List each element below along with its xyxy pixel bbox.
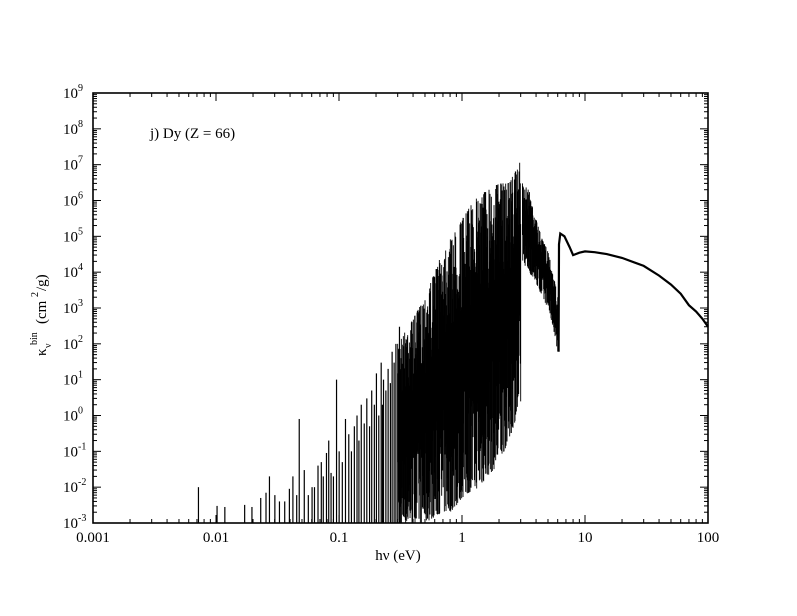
- y-tick-label-exponent: 3: [78, 298, 83, 309]
- y-tick-label: 10: [63, 229, 78, 245]
- data-layer: [197, 162, 709, 523]
- y-tick-label: 10: [63, 373, 78, 389]
- y-axis-superscript: bin: [29, 332, 40, 345]
- y-tick-label: 10: [63, 194, 78, 210]
- y-axis-label: κ ν bin (cm 2 /g): [29, 274, 54, 356]
- chart-annotation: j) Dy (Z = 66): [149, 126, 235, 142]
- y-tick-label-exponent: 6: [78, 191, 83, 202]
- x-tick-label: 0.1: [330, 530, 349, 546]
- y-axis-units-suffix: /g): [34, 274, 50, 291]
- y-tick-label-exponent: 9: [78, 83, 83, 94]
- y-axis-symbol: κ: [34, 348, 50, 356]
- y-tick-label: 10: [63, 301, 78, 317]
- x-tick-label: 10: [578, 530, 593, 546]
- y-tick-label: 10: [63, 158, 78, 174]
- y-tick-label: 10: [63, 409, 78, 425]
- x-tick-label: 0.01: [203, 530, 229, 546]
- y-tick-label-exponent: -3: [78, 513, 86, 524]
- y-tick-label-exponent: -2: [78, 477, 86, 488]
- y-tick-label: 10: [63, 480, 78, 496]
- y-tick-label-exponent: 7: [78, 155, 83, 166]
- y-tick-label: 10: [63, 516, 78, 532]
- x-tick-label: 0.001: [76, 530, 110, 546]
- x-tick-label: 100: [697, 530, 720, 546]
- continuum-curve: [557, 231, 709, 352]
- y-tick-label-exponent: 4: [78, 262, 83, 273]
- y-axis-subscript: ν: [43, 343, 54, 348]
- y-tick-label: 10: [63, 444, 78, 460]
- y-tick-label-exponent: 2: [78, 334, 83, 345]
- y-tick-label: 10: [63, 337, 78, 353]
- y-tick-label: 10: [63, 265, 78, 281]
- y-tick-label-exponent: 5: [78, 226, 83, 237]
- x-axis-label: hν (eV): [375, 548, 421, 564]
- y-tick-label-exponent: 1: [78, 370, 83, 381]
- y-tick-label-exponent: 0: [78, 406, 83, 417]
- y-tick-label: 10: [63, 122, 78, 138]
- y-tick-label-exponent: 8: [78, 119, 83, 130]
- x-tick-label: 1: [458, 530, 466, 546]
- y-axis-units-power: 2: [30, 292, 41, 297]
- y-tick-label: 10: [63, 86, 78, 102]
- y-tick-label-exponent: -1: [78, 441, 86, 452]
- y-axis-units-prefix: (cm: [34, 300, 50, 324]
